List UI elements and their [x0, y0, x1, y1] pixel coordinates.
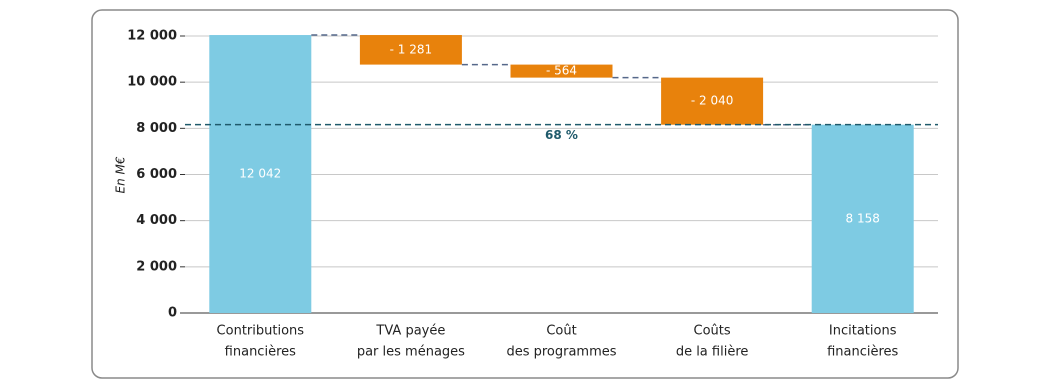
y-tick-label: 10 000 [127, 75, 177, 90]
y-axis-label: En M€ [114, 156, 128, 193]
bar [359, 35, 462, 65]
x-tick-label: des programmes [506, 345, 616, 360]
y-tick-label: 6 000 [136, 167, 177, 182]
value-label: 8 158 [846, 211, 880, 225]
x-tick-label: financières [827, 345, 898, 360]
y-tick-label: 2 000 [136, 259, 177, 274]
x-tick-label: Coût [546, 324, 576, 339]
x-tick-label: de la filière [676, 345, 749, 360]
x-tick-label: Contributions [217, 324, 305, 339]
y-tick-label: 12 000 [127, 29, 177, 44]
y-tick-label: 4 000 [136, 213, 177, 228]
x-tick-label: par les ménages [357, 345, 465, 360]
y-tick-label: 8 000 [136, 121, 177, 136]
x-tick-label: Coûts [694, 324, 731, 339]
value-label: - 564 [546, 64, 577, 78]
bar [510, 64, 613, 78]
y-tick-label: 0 [168, 306, 177, 321]
bar [209, 35, 312, 314]
value-label: - 1 281 [390, 42, 433, 56]
value-label: 12 042 [239, 167, 281, 181]
x-tick-label: financières [225, 345, 296, 360]
x-tick-label: TVA payée [375, 324, 445, 339]
reference-label: 68 % [545, 128, 578, 142]
bar [661, 77, 764, 125]
x-tick-label: Incitations [829, 324, 897, 339]
value-label: - 2 040 [691, 94, 734, 108]
bar [811, 124, 914, 314]
